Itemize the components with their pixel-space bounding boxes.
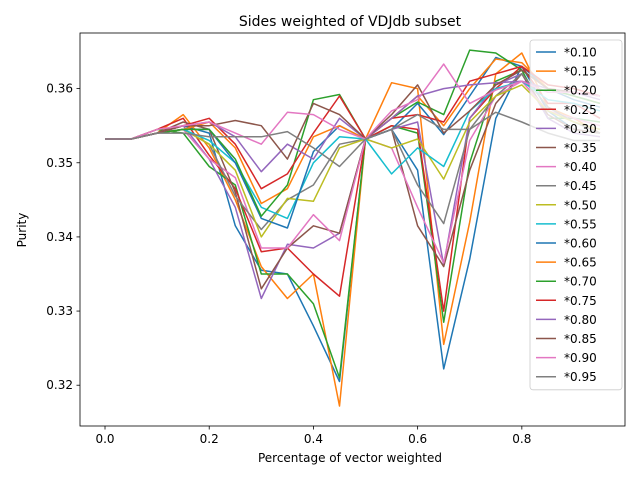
legend-label: *0.30 — [564, 122, 597, 136]
legend-label: *0.20 — [564, 84, 597, 98]
legend-label: *0.25 — [564, 103, 597, 117]
y-axis: 0.32 0.33 0.34 0.35 0.36 — [46, 82, 80, 392]
series-line — [105, 52, 601, 407]
x-tick-label: 0.0 — [95, 432, 114, 446]
legend-label: *0.40 — [564, 160, 597, 174]
y-tick-label: 0.36 — [46, 82, 73, 96]
x-tick-label: 0.2 — [200, 432, 219, 446]
chart-title: Sides weighted of VDJdb subset — [239, 14, 462, 30]
legend-label: *0.10 — [564, 46, 597, 60]
y-tick-label: 0.33 — [46, 304, 73, 318]
x-tick-label: 0.4 — [304, 432, 323, 446]
legend-label: *0.55 — [564, 217, 597, 231]
legend-label: *0.60 — [564, 237, 597, 251]
y-axis-title: Purity — [15, 213, 29, 248]
legend-label: *0.50 — [564, 198, 597, 212]
y-tick-label: 0.32 — [46, 378, 73, 392]
series-line — [105, 111, 600, 168]
series-line — [105, 58, 601, 205]
legend-box — [529, 39, 623, 391]
x-axis-title: Percentage of vector weighted — [258, 451, 442, 465]
legend-label: *0.45 — [564, 179, 597, 193]
y-tick-label: 0.35 — [46, 156, 73, 170]
legend: *0.10 *0.15 *0.20 *0.25 *0.30 *0.35 *0.40 *0.45… — [529, 39, 623, 391]
legend-label: *0.15 — [564, 65, 597, 79]
series-layer — [105, 49, 601, 407]
plot-frame — [79, 32, 626, 427]
x-tick-label: 0.8 — [512, 432, 531, 446]
legend-label: *0.85 — [564, 332, 597, 346]
x-tick-label: 0.6 — [408, 432, 427, 446]
legend-label: *0.35 — [564, 141, 597, 155]
legend-label: *0.70 — [564, 275, 597, 289]
y-tick-label: 0.34 — [46, 230, 73, 244]
legend-label: *0.90 — [564, 351, 597, 365]
series-line — [105, 73, 601, 290]
legend-label: *0.80 — [564, 313, 597, 327]
series-line — [105, 63, 601, 145]
legend-label: *0.75 — [564, 294, 597, 308]
legend-label: *0.65 — [564, 256, 597, 270]
legend-label: *0.95 — [564, 370, 597, 384]
x-axis: 0.0 0.2 0.4 0.6 0.8 — [95, 426, 531, 446]
